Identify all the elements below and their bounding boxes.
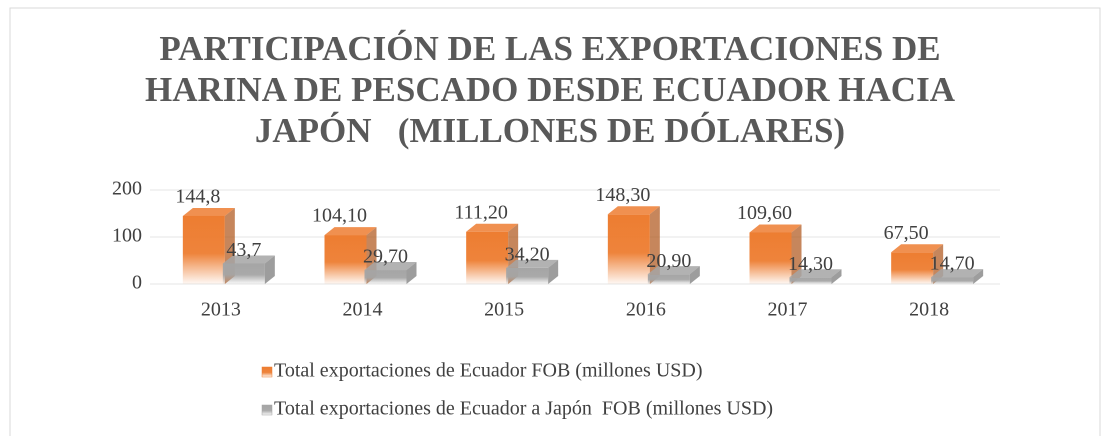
bar-side bbox=[973, 269, 984, 284]
bar-front bbox=[506, 267, 549, 284]
bar-side bbox=[689, 266, 700, 284]
data-label: 14,70 bbox=[930, 253, 975, 275]
bar-side bbox=[649, 206, 660, 284]
x-tick-label: 2013 bbox=[201, 299, 241, 321]
bar-front bbox=[647, 274, 690, 284]
bar-side bbox=[264, 255, 275, 284]
bar-top bbox=[364, 262, 417, 271]
bar bbox=[647, 266, 700, 284]
bar-front bbox=[607, 214, 650, 284]
data-label: 20,90 bbox=[646, 250, 691, 272]
bar-top bbox=[891, 244, 944, 253]
bar-side bbox=[791, 224, 802, 284]
bar-top bbox=[749, 224, 802, 233]
data-label: 144,8 bbox=[175, 186, 220, 208]
bar-top bbox=[607, 206, 660, 215]
x-tick-label: 2016 bbox=[626, 299, 666, 321]
y-tick-label: 100 bbox=[112, 225, 142, 247]
legend-swatch bbox=[261, 366, 273, 378]
bar bbox=[749, 224, 802, 284]
bar-top bbox=[222, 255, 275, 264]
chart-title: PARTICIPACIÓN DE LAS EXPORTACIONES DE HA… bbox=[145, 29, 964, 150]
bar-front bbox=[789, 277, 832, 284]
bar-top bbox=[466, 223, 519, 232]
x-tick-label: 2017 bbox=[768, 299, 808, 321]
bar-front bbox=[182, 215, 225, 284]
bar-top bbox=[647, 266, 700, 275]
chart-border bbox=[9, 7, 1101, 436]
data-label: 104,10 bbox=[312, 205, 367, 227]
data-label: 29,70 bbox=[363, 246, 408, 268]
bar bbox=[364, 262, 417, 284]
legend-label: Total exportaciones de Ecuador a Japón F… bbox=[274, 398, 773, 420]
legend-label: Total exportaciones de Ecuador FOB (mill… bbox=[274, 360, 703, 382]
bar-side bbox=[548, 259, 559, 284]
x-tick-label: 2018 bbox=[909, 299, 949, 321]
bar bbox=[931, 269, 984, 284]
bar-top bbox=[506, 259, 559, 268]
data-label: 148,30 bbox=[595, 184, 650, 206]
bar bbox=[607, 206, 660, 284]
data-label: 14,30 bbox=[788, 253, 833, 275]
y-tick-label: 200 bbox=[112, 178, 142, 200]
bar-side bbox=[831, 269, 842, 284]
bar-front bbox=[222, 263, 265, 284]
bar bbox=[222, 255, 275, 284]
bar-top bbox=[324, 227, 377, 236]
bar-front bbox=[749, 232, 792, 284]
data-label: 111,20 bbox=[454, 201, 508, 223]
legend-swatch bbox=[261, 404, 273, 416]
bar bbox=[182, 207, 235, 284]
bar-top bbox=[789, 269, 842, 278]
bar-front bbox=[466, 231, 509, 284]
data-label: 109,60 bbox=[737, 202, 792, 224]
data-label: 43,7 bbox=[226, 239, 261, 261]
bar-front bbox=[364, 270, 407, 284]
x-tick-label: 2014 bbox=[343, 299, 383, 321]
bar-side bbox=[406, 262, 417, 284]
x-tick-label: 2015 bbox=[484, 299, 524, 321]
bar bbox=[789, 269, 842, 284]
bar-top bbox=[931, 269, 984, 278]
data-label: 34,20 bbox=[505, 244, 550, 266]
bar bbox=[324, 227, 377, 284]
bar-front bbox=[891, 252, 934, 284]
data-label: 67,50 bbox=[884, 222, 929, 244]
bar bbox=[506, 259, 559, 284]
y-tick-label: 0 bbox=[132, 272, 142, 294]
bar-front bbox=[324, 235, 367, 284]
bar-front bbox=[931, 277, 974, 284]
bar-top bbox=[182, 207, 235, 216]
